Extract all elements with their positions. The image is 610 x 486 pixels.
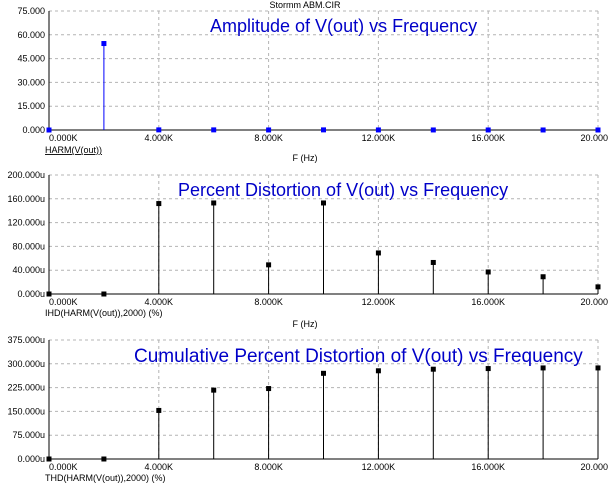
x-tick-label: 4.000K bbox=[145, 297, 174, 307]
y-tick-label: 45.000 bbox=[17, 54, 45, 64]
x-tick-label: 16.000K bbox=[471, 133, 505, 143]
x-tick-label: 8.000K bbox=[254, 133, 283, 143]
x-tick-label: 12.000K bbox=[362, 133, 396, 143]
data-point bbox=[101, 41, 107, 47]
data-point bbox=[540, 365, 546, 371]
data-point bbox=[321, 370, 326, 376]
data-point bbox=[211, 127, 217, 133]
y-tick-label: 225.000u bbox=[7, 383, 45, 393]
data-point bbox=[595, 284, 601, 290]
x-tick-label: 8.000K bbox=[254, 297, 283, 307]
y-tick-label: 30.000 bbox=[17, 77, 45, 87]
x-tick-label: 16.000K bbox=[471, 462, 505, 472]
y-tick-label: 160.000u bbox=[7, 194, 45, 204]
trace-label: HARM(V(out)) bbox=[45, 145, 102, 155]
data-point bbox=[485, 127, 491, 133]
y-tick-label: 0.000u bbox=[17, 454, 45, 464]
y-tick-label: 120.000u bbox=[7, 218, 45, 228]
y-tick-label: 0.000u bbox=[17, 289, 45, 299]
y-tick-label: 300.000u bbox=[7, 359, 45, 369]
x-tick-label: 12.000K bbox=[362, 462, 396, 472]
data-point bbox=[321, 200, 326, 206]
data-point bbox=[156, 407, 162, 413]
data-point bbox=[46, 456, 52, 462]
data-point bbox=[485, 366, 491, 372]
x-tick-label: 8.000K bbox=[254, 462, 283, 472]
data-point bbox=[211, 200, 217, 206]
data-point bbox=[430, 366, 436, 372]
x-axis-title: F (Hz) bbox=[293, 319, 318, 329]
data-point bbox=[101, 456, 107, 462]
data-point bbox=[430, 259, 436, 265]
y-tick-label: 75.000 bbox=[17, 6, 45, 16]
data-point bbox=[375, 127, 381, 133]
x-tick-label: 16.000K bbox=[471, 297, 505, 307]
y-tick-label: 60.000 bbox=[17, 30, 45, 40]
chart-title: Percent Distortion of V(out) vs Frequenc… bbox=[178, 180, 508, 200]
x-tick-label: 0.000K bbox=[49, 133, 78, 143]
data-point bbox=[101, 291, 107, 297]
y-tick-label: 75.000u bbox=[12, 430, 45, 440]
data-point bbox=[156, 201, 162, 207]
data-point bbox=[266, 262, 272, 268]
y-tick-label: 80.000u bbox=[12, 241, 45, 251]
chart-title: Amplitude of V(out) vs Frequency bbox=[210, 16, 477, 36]
data-point bbox=[375, 368, 381, 374]
data-point bbox=[266, 386, 272, 392]
x-tick-label: 12.000K bbox=[362, 297, 396, 307]
x-tick-label: 20.000 bbox=[580, 297, 608, 307]
data-point bbox=[595, 127, 601, 133]
data-point bbox=[595, 365, 601, 371]
data-point bbox=[46, 291, 52, 297]
window-title: Stormm ABM.CIR bbox=[269, 0, 341, 10]
chart-title: Cumulative Percent Distortion of V(out) … bbox=[134, 346, 583, 367]
trace-label: IHD(HARM(V(out)),2000) (%) bbox=[45, 308, 163, 318]
data-point bbox=[375, 250, 381, 256]
data-point bbox=[540, 127, 546, 133]
data-point bbox=[540, 274, 546, 280]
y-tick-label: 40.000u bbox=[12, 265, 45, 275]
y-tick-label: 375.000u bbox=[7, 335, 45, 345]
x-tick-label: 20.000 bbox=[580, 133, 608, 143]
x-tick-label: 0.000K bbox=[49, 297, 78, 307]
x-axis-title: F (Hz) bbox=[293, 153, 318, 163]
x-tick-label: 4.000K bbox=[145, 133, 174, 143]
x-tick-label: 20.000 bbox=[580, 462, 608, 472]
data-point bbox=[485, 269, 491, 275]
x-tick-label: 0.000K bbox=[49, 462, 78, 472]
data-point bbox=[430, 127, 436, 133]
y-tick-label: 150.000u bbox=[7, 406, 45, 416]
data-point bbox=[211, 387, 217, 393]
y-tick-label: 200.000u bbox=[7, 170, 45, 180]
data-point bbox=[266, 127, 272, 133]
y-tick-label: 15.000 bbox=[17, 101, 45, 111]
x-tick-label: 4.000K bbox=[145, 462, 174, 472]
data-point bbox=[156, 127, 162, 133]
y-tick-label: 0.000 bbox=[22, 125, 45, 135]
trace-label: THD(HARM(V(out)),2000) (%) bbox=[45, 473, 166, 483]
data-point bbox=[46, 127, 52, 133]
data-point bbox=[321, 127, 326, 133]
